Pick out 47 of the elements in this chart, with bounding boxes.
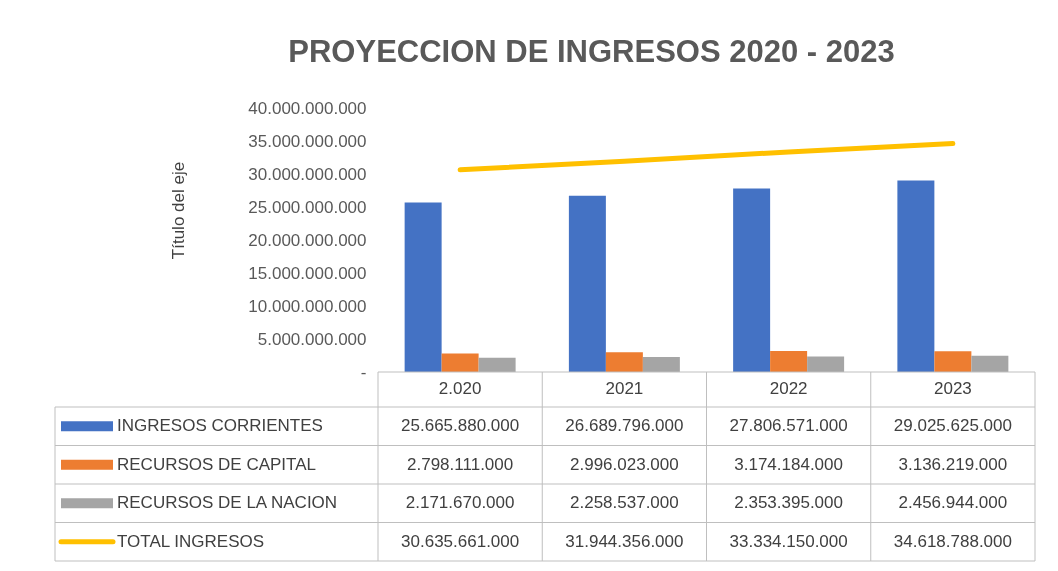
chart-title: PROYECCION DE INGRESOS 2020 - 2023 [288,34,895,69]
data-label: 33.334.150.000 [729,531,848,551]
data-label: 27.806.571.000 [729,416,848,436]
y-tick-label: 5.000.000.000 [257,329,367,349]
x-tick-label: 2.020 [438,378,482,398]
bar [897,180,935,372]
x-tick-label: 2022 [769,378,808,398]
data-label: 3.136.219.000 [898,454,1008,474]
bar [605,352,643,372]
data-label: 29.025.625.000 [893,416,1012,436]
y-tick-label: 20.000.000.000 [248,230,367,250]
y-tick-label: 30.000.000.000 [248,164,367,184]
data-label: 2.456.944.000 [898,493,1008,513]
y-tick-label: 10.000.000.000 [248,296,367,316]
bar [568,195,606,372]
bar [934,351,972,372]
data-label: 3.174.184.000 [734,454,843,474]
y-tick-label: - [360,362,367,382]
legend-label: TOTAL INGRESOS [117,531,265,551]
legend-label: INGRESOS CORRIENTES [117,416,323,436]
y-tick-label: 25.000.000.000 [248,197,367,217]
legend-label: RECURSOS DE CAPITAL [117,454,317,474]
y-tick-label: 15.000.000.000 [248,263,367,283]
legend-label: RECURSOS DE LA NACION [117,493,338,513]
bar [971,355,1009,372]
x-tick-label: 2023 [933,378,972,398]
bar [478,357,516,372]
data-label: 2.996.023.000 [570,454,679,474]
data-label: 31.944.356.000 [565,531,684,551]
data-label: 26.689.796.000 [565,416,684,436]
bar [733,188,771,372]
bar [770,351,808,372]
data-label: 2.258.537.000 [570,493,679,513]
y-tick-label: 40.000.000.000 [248,98,367,118]
y-tick-label: 35.000.000.000 [248,131,367,151]
data-label: 25.665.880.000 [401,416,520,436]
y-axis-title: Título del eje [168,161,188,260]
data-label: 2.798.111.000 [407,454,514,474]
bar [807,356,845,372]
bar [441,353,479,372]
data-label: 2.171.670.000 [405,493,515,513]
bar [404,202,442,372]
bar [642,357,680,372]
x-tick-label: 2021 [605,378,644,398]
data-label: 2.353.395.000 [734,493,843,513]
data-label: 34.618.788.000 [893,531,1012,551]
data-label: 30.635.661.000 [401,531,520,551]
